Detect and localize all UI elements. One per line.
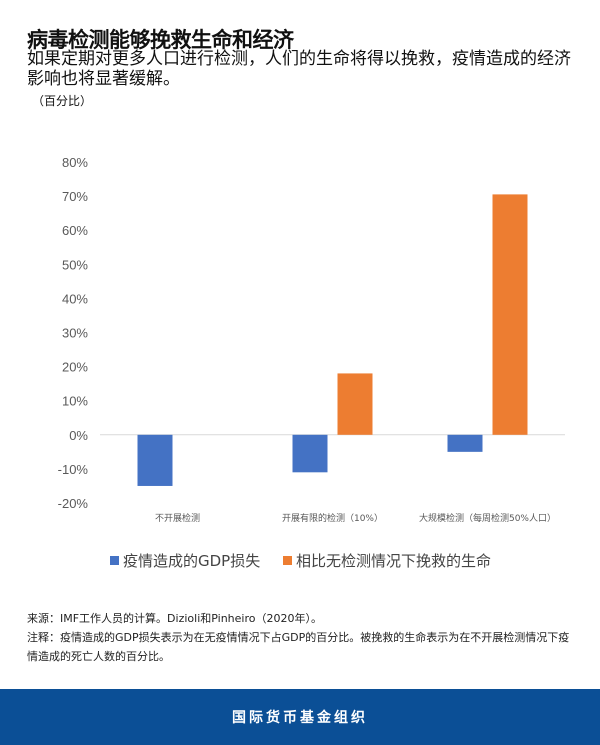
chart-title: 病毒检测能够挽救生命和经济 xyxy=(27,28,294,52)
bar-gdp-loss xyxy=(137,434,173,486)
y-tick-label: 70% xyxy=(62,189,88,204)
legend-swatch-blue xyxy=(110,556,119,565)
notes: 来源：IMF工作人员的计算。Dizioli和Pinheiro（2020年）。 注… xyxy=(27,609,577,666)
y-tick-label: 80% xyxy=(62,155,88,170)
y-tick-label: -20% xyxy=(58,496,89,511)
bar-gdp-loss xyxy=(292,434,328,473)
y-tick-label: 50% xyxy=(62,257,88,272)
y-tick-label: -10% xyxy=(58,462,89,477)
bar-gdp-loss xyxy=(447,434,483,452)
bar-chart: 80% 70% 60% 50% 40% 30% 20% 10% 0% -10% -20% 不开展检测 开… xyxy=(58,155,565,524)
x-tick-label: 开展有限的检测（10%） xyxy=(282,512,383,524)
y-tick-label: 0% xyxy=(69,428,88,443)
legend-item-lives-saved: 相比无检测情况下挽救的生命 xyxy=(283,550,491,571)
legend-swatch-orange xyxy=(283,556,292,565)
legend-label: 相比无检测情况下挽救的生命 xyxy=(296,552,492,570)
source-note: 来源：IMF工作人员的计算。Dizioli和Pinheiro（2020年）。 xyxy=(27,612,322,625)
chart-subtitle: 如果定期对更多人口进行检测，人们的生命将得以挽救，疫情造成的经济影响也将显著缓解… xyxy=(27,49,571,89)
explanatory-note: 注释：疫情造成的GDP损失表示为在无疫情情况下占GDP的百分比。被挽救的生命表示… xyxy=(27,631,570,663)
x-tick-label: 不开展检测 xyxy=(155,512,200,524)
y-tick-label: 10% xyxy=(62,394,88,409)
legend-label: 疫情造成的GDP损失 xyxy=(123,552,261,570)
y-tick-label: 40% xyxy=(62,291,88,306)
legend-item-gdp-loss: 疫情造成的GDP损失 xyxy=(110,550,260,571)
unit-label: （百分比） xyxy=(32,94,93,108)
bar-lives-saved xyxy=(492,194,528,435)
bar-lives-saved xyxy=(337,373,373,435)
footer-banner: 国际货币基金组织 xyxy=(0,689,600,745)
y-tick-label: 20% xyxy=(62,360,88,375)
y-tick-label: 30% xyxy=(62,326,88,341)
y-tick-label: 60% xyxy=(62,223,88,238)
x-tick-label: 大规模检测（每周检测50%人口） xyxy=(419,512,556,524)
